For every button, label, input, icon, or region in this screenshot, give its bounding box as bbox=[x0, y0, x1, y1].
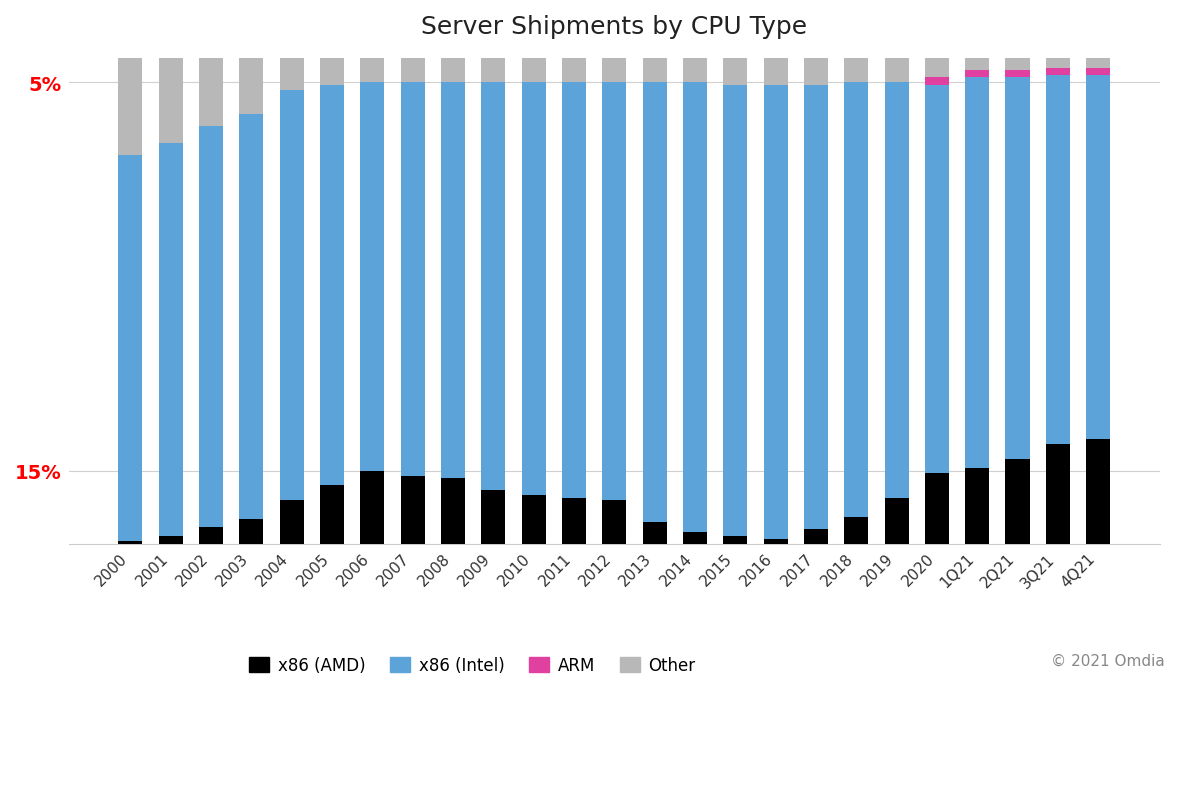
Bar bbox=[441, 478, 465, 544]
Bar bbox=[965, 469, 989, 544]
Bar bbox=[1045, 76, 1070, 444]
Bar bbox=[118, 542, 142, 544]
Bar bbox=[603, 500, 627, 544]
Text: © 2021 Omdia: © 2021 Omdia bbox=[1051, 653, 1165, 668]
Bar bbox=[239, 59, 263, 114]
Bar bbox=[763, 86, 788, 539]
Bar bbox=[321, 86, 344, 486]
Bar bbox=[965, 79, 989, 469]
Bar bbox=[1045, 69, 1070, 76]
Legend: x86 (AMD), x86 (Intel), ARM, Other: x86 (AMD), x86 (Intel), ARM, Other bbox=[243, 650, 702, 681]
Bar bbox=[118, 156, 142, 542]
Bar bbox=[280, 91, 304, 500]
Bar bbox=[360, 59, 384, 84]
Bar bbox=[642, 59, 666, 84]
Bar bbox=[1086, 76, 1110, 440]
Bar bbox=[118, 59, 142, 156]
Bar bbox=[885, 59, 909, 84]
Bar bbox=[1086, 59, 1110, 69]
Bar bbox=[844, 517, 868, 544]
Bar bbox=[521, 59, 545, 84]
Bar bbox=[159, 537, 183, 544]
Bar bbox=[642, 522, 666, 544]
Bar bbox=[1006, 459, 1030, 544]
Bar bbox=[683, 59, 707, 84]
Bar bbox=[401, 84, 425, 476]
Bar bbox=[683, 84, 707, 532]
Bar bbox=[562, 84, 586, 498]
Bar bbox=[159, 144, 183, 537]
Bar bbox=[885, 498, 909, 544]
Bar bbox=[521, 496, 545, 544]
Bar bbox=[603, 84, 627, 500]
Bar bbox=[481, 491, 506, 544]
Bar bbox=[239, 520, 263, 544]
Bar bbox=[804, 530, 828, 544]
Bar bbox=[683, 532, 707, 544]
Bar bbox=[1086, 69, 1110, 76]
Bar bbox=[885, 84, 909, 498]
Bar bbox=[724, 537, 748, 544]
Bar bbox=[603, 59, 627, 84]
Bar bbox=[199, 127, 224, 527]
Bar bbox=[481, 84, 506, 491]
Bar bbox=[1006, 71, 1030, 79]
Bar bbox=[441, 59, 465, 84]
Bar bbox=[441, 84, 465, 478]
Bar bbox=[562, 59, 586, 84]
Bar bbox=[360, 471, 384, 544]
Bar bbox=[763, 539, 788, 544]
Bar bbox=[321, 486, 344, 544]
Bar bbox=[925, 79, 950, 86]
Bar bbox=[925, 86, 950, 474]
Bar bbox=[199, 527, 224, 544]
Bar bbox=[1045, 59, 1070, 69]
Bar bbox=[280, 500, 304, 544]
Bar bbox=[804, 59, 828, 86]
Bar bbox=[965, 59, 989, 71]
Bar bbox=[159, 59, 183, 144]
Bar bbox=[1086, 440, 1110, 544]
Bar bbox=[925, 474, 950, 544]
Bar bbox=[724, 86, 748, 537]
Bar bbox=[642, 84, 666, 522]
Bar bbox=[844, 59, 868, 84]
Bar bbox=[804, 86, 828, 530]
Bar bbox=[1006, 59, 1030, 71]
Bar bbox=[965, 71, 989, 79]
Bar bbox=[321, 59, 344, 86]
Bar bbox=[1006, 79, 1030, 459]
Bar bbox=[360, 84, 384, 471]
Bar bbox=[481, 59, 506, 84]
Bar bbox=[925, 59, 950, 79]
Bar bbox=[239, 114, 263, 520]
Bar bbox=[401, 59, 425, 84]
Bar bbox=[562, 498, 586, 544]
Bar bbox=[763, 59, 788, 86]
Bar bbox=[401, 476, 425, 544]
Bar bbox=[199, 59, 224, 127]
Bar bbox=[844, 84, 868, 517]
Title: Server Shipments by CPU Type: Server Shipments by CPU Type bbox=[421, 15, 807, 39]
Bar bbox=[521, 84, 545, 496]
Bar bbox=[1045, 444, 1070, 544]
Bar bbox=[724, 59, 748, 86]
Bar bbox=[280, 59, 304, 91]
